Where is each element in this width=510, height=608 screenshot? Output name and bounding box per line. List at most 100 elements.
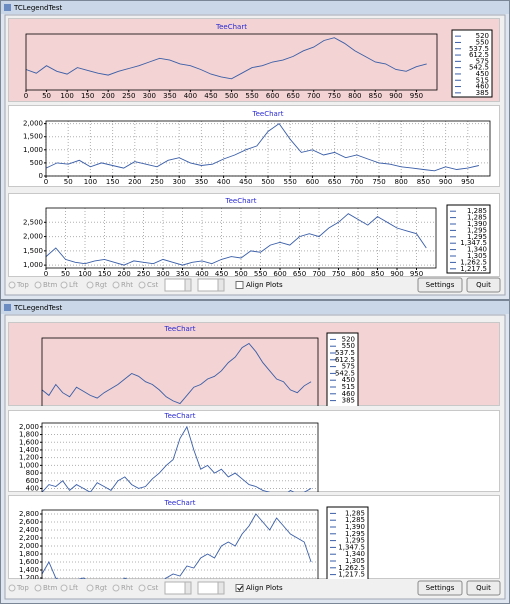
y-tick-label: 400 — [26, 484, 39, 492]
y-tick-label: 1,600 — [19, 438, 39, 446]
x-tick-label: 800 — [395, 178, 408, 186]
x-tick-label: 750 — [372, 178, 385, 186]
chart-panel — [8, 495, 500, 579]
y-tick-label: 2,000 — [23, 120, 43, 128]
series-line — [41, 342, 312, 405]
radio-label: Btm — [43, 584, 58, 592]
x-tick-label: 950 — [410, 92, 423, 100]
x-tick-label: 450 — [204, 92, 217, 100]
button[interactable] — [417, 580, 463, 596]
y-tick-label: 1,000 — [19, 461, 39, 469]
radio-button[interactable] — [60, 281, 68, 289]
radio-button[interactable] — [86, 584, 94, 592]
y-tick-label: 1,600 — [19, 558, 39, 566]
button-label[interactable]: Settings — [426, 584, 455, 592]
x-tick-label: 500 — [234, 270, 247, 278]
legend-label: 385 — [342, 397, 355, 405]
checkbox[interactable] — [235, 281, 244, 289]
button[interactable] — [466, 580, 501, 596]
x-tick-label: 300 — [173, 178, 186, 186]
legend-label: 1,390 — [345, 523, 365, 531]
legend-label: 612.5 — [469, 51, 489, 59]
legend-label: 1,262.5 — [460, 258, 487, 266]
legend-label: 537.5 — [335, 349, 355, 357]
legend-label: 575 — [342, 363, 355, 371]
series-line — [25, 37, 427, 80]
app-icon — [4, 4, 11, 11]
x-tick-label: 900 — [439, 178, 452, 186]
title-bar — [1, 301, 509, 314]
radio-button[interactable] — [34, 281, 42, 289]
button-label[interactable]: Settings — [426, 281, 455, 289]
spin-buttons[interactable] — [217, 278, 225, 292]
legend-label: 1,340 — [467, 246, 487, 254]
radio-button[interactable] — [8, 584, 16, 592]
spin-box[interactable] — [164, 278, 186, 292]
y-tick-label: 600 — [26, 477, 39, 485]
legend-label: 450 — [476, 70, 489, 78]
x-tick-label: 650 — [328, 178, 341, 186]
legend-label: 515 — [476, 76, 489, 84]
radio-button[interactable] — [138, 584, 146, 592]
radio-button[interactable] — [112, 584, 120, 592]
spin-box[interactable] — [164, 581, 186, 595]
chart: TeeChart 0 50 100 150 200 250 300 350 400 450 500 55… — [8, 18, 500, 102]
chart-title: TeeChart — [225, 197, 257, 205]
chart: TeeChart 520550537.5612.5575542.545051546… — [8, 322, 500, 406]
spin-buttons[interactable] — [184, 581, 192, 595]
radio-button[interactable] — [138, 281, 146, 289]
radio-label: Rgt — [95, 584, 107, 592]
x-tick-label: 850 — [417, 178, 430, 186]
window-title: TCLegendTest — [13, 304, 63, 312]
x-tick-label: 350 — [163, 92, 176, 100]
legend-label: 460 — [342, 390, 355, 398]
spin-box[interactable] — [197, 581, 219, 595]
x-tick-label: 900 — [390, 270, 403, 278]
chart-title: TeeChart — [164, 325, 196, 333]
checkbox[interactable] — [235, 584, 244, 592]
x-tick-label: 500 — [225, 92, 238, 100]
y-tick-label: 2,000 — [23, 233, 43, 241]
radio-label: Btm — [43, 281, 58, 289]
button-label[interactable]: Quit — [476, 281, 491, 289]
series-line — [41, 425, 312, 492]
radio-label: Cst — [147, 281, 159, 289]
x-tick-label: 950 — [410, 270, 423, 278]
spin-box[interactable] — [197, 278, 219, 292]
x-tick-label: 850 — [369, 92, 382, 100]
button[interactable] — [417, 277, 463, 293]
legend-label: 515 — [342, 383, 355, 391]
x-tick-label: 200 — [117, 270, 130, 278]
chart-panel — [8, 410, 500, 492]
radio-button[interactable] — [60, 584, 68, 592]
x-tick-label: 700 — [350, 178, 363, 186]
chart-panel — [8, 18, 500, 102]
radio-button[interactable] — [8, 281, 16, 289]
plot-frame — [41, 509, 319, 579]
legend-label: 542.5 — [469, 64, 489, 72]
x-tick-label: 700 — [307, 92, 320, 100]
x-tick-label: 750 — [328, 92, 341, 100]
y-tick-label: 2,500 — [23, 218, 43, 226]
radio-button[interactable] — [86, 281, 94, 289]
legend-label: 1,217.5 — [460, 265, 487, 273]
y-tick-label: 2,000 — [19, 542, 39, 550]
radio-label: Lft — [69, 584, 78, 592]
legend-label: 1,285 — [467, 214, 487, 222]
plot-frame — [41, 422, 319, 492]
radio-button[interactable] — [34, 584, 42, 592]
legend-label: 575 — [476, 57, 489, 65]
x-tick-label: 250 — [137, 270, 150, 278]
spin-buttons[interactable] — [217, 581, 225, 595]
y-tick-label: 2,600 — [19, 518, 39, 526]
checkbox-label: Align Plots — [246, 281, 283, 289]
chart-title: TeeChart — [215, 23, 247, 31]
radio-label: Rht — [121, 584, 133, 592]
chart-panel — [8, 322, 500, 406]
chart: TeeChart2004006008001,0001,2001,4001,600… — [8, 410, 500, 492]
x-tick-label: 300 — [143, 92, 156, 100]
button-label[interactable]: Quit — [476, 584, 491, 592]
spin-buttons[interactable] — [184, 278, 192, 292]
radio-button[interactable] — [112, 281, 120, 289]
button[interactable] — [466, 277, 501, 293]
